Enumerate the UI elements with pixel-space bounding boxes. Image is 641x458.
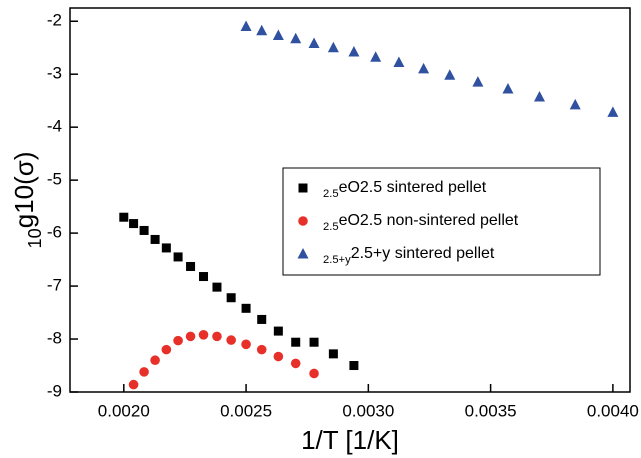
marker-circle xyxy=(298,216,308,226)
x-tick-label: 0.0035 xyxy=(465,401,517,420)
marker-square xyxy=(309,337,319,347)
x-tick-label: 0.0025 xyxy=(220,401,272,420)
marker-circle xyxy=(226,335,236,345)
marker-circle xyxy=(273,351,284,362)
marker-circle xyxy=(212,331,222,342)
marker-circle xyxy=(241,339,251,350)
marker-triangle xyxy=(370,51,382,62)
marker-triangle xyxy=(327,41,339,53)
marker-triangle xyxy=(308,37,320,48)
marker-square xyxy=(173,252,183,262)
y-tick-label: -9 xyxy=(47,381,62,400)
y-axis-title: 10g10(σ) xyxy=(9,152,45,249)
marker-circle xyxy=(139,367,149,377)
marker-circle xyxy=(161,344,172,355)
plot-frame xyxy=(69,7,631,393)
legend-box xyxy=(282,167,601,276)
marker-circle xyxy=(173,335,183,346)
legend-label: 2.5eO2.5 sintered pellet xyxy=(323,179,487,200)
marker-circle xyxy=(290,358,301,369)
marker-circle xyxy=(128,379,139,390)
marker-square xyxy=(349,361,359,371)
marker-square xyxy=(328,349,338,359)
marker-square xyxy=(199,272,209,282)
y-tick-label: -2 xyxy=(47,11,62,30)
marker-triangle xyxy=(534,90,546,102)
marker-square xyxy=(241,303,251,313)
marker-circle xyxy=(185,331,196,342)
marker-triangle xyxy=(290,32,302,44)
x-tick-label: 0.0040 xyxy=(587,401,639,420)
marker-square xyxy=(298,183,308,193)
y-tick-label: -7 xyxy=(47,276,62,295)
marker-square xyxy=(150,234,160,244)
x-axis-title: 1/T [1/K] xyxy=(301,425,399,455)
marker-square xyxy=(273,326,283,336)
marker-triangle xyxy=(297,248,309,259)
marker-circle xyxy=(256,344,267,355)
y-tick-label: -6 xyxy=(47,223,62,242)
marker-square xyxy=(291,337,301,347)
y-tick-label: -8 xyxy=(47,329,62,348)
marker-triangle xyxy=(444,69,456,80)
marker-triangle xyxy=(569,98,581,110)
marker-circle xyxy=(309,368,319,379)
marker-square xyxy=(139,225,149,235)
marker-triangle xyxy=(272,29,284,41)
marker-square xyxy=(119,212,129,222)
marker-square xyxy=(186,261,196,271)
marker-circle xyxy=(198,329,209,340)
marker-square xyxy=(212,282,222,292)
x-tick-label: 0.0030 xyxy=(342,401,394,420)
marker-triangle xyxy=(502,83,514,94)
marker-triangle xyxy=(472,76,484,87)
y-tick-label: -3 xyxy=(47,64,62,83)
marker-circle xyxy=(150,355,160,366)
marker-square xyxy=(161,243,171,253)
marker-square xyxy=(257,314,267,324)
y-tick-label: -4 xyxy=(47,117,62,136)
legend-label: 2.5eO2.5 non-sintered pellet xyxy=(323,212,519,233)
x-tick-label: 0.0020 xyxy=(98,401,150,420)
marker-triangle xyxy=(418,62,430,74)
marker-triangle xyxy=(256,24,268,36)
marker-triangle xyxy=(348,45,360,57)
marker-triangle xyxy=(393,56,405,68)
marker-triangle xyxy=(607,106,619,117)
marker-square xyxy=(129,219,139,229)
legend-label: 2.5+y2.5+y sintered pellet xyxy=(323,245,495,266)
marker-triangle xyxy=(240,20,252,32)
marker-square xyxy=(226,293,236,303)
y-tick-label: -5 xyxy=(47,170,62,189)
